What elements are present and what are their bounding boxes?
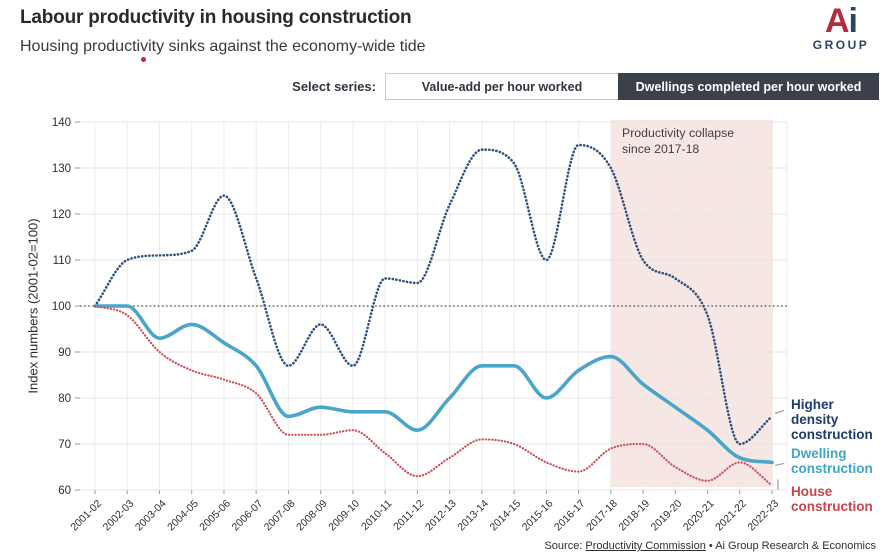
x-tick-label: 2018-19: [616, 498, 652, 534]
y-tick-label: 80: [58, 393, 71, 405]
y-tick-label: 110: [53, 255, 71, 267]
x-tick-label: 2021-22: [713, 498, 749, 534]
annotation-text: since 2017-18: [622, 142, 699, 156]
y-tick-label: 70: [58, 439, 71, 451]
x-tick-label: 2003-04: [133, 498, 169, 534]
cursor-dot: [141, 57, 146, 62]
x-tick-label: 2012-13: [423, 498, 459, 534]
x-tick-label: 2019-20: [649, 498, 685, 534]
x-tick-label: 2011-12: [391, 498, 426, 533]
y-tick-label: 130: [52, 163, 71, 175]
page-subtitle: Housing productivity sinks against the e…: [20, 38, 426, 55]
x-tick-label: 2002-03: [101, 498, 137, 534]
x-tick-label: 2010-11: [359, 498, 394, 533]
legend-connector-dwelling: [774, 462, 785, 466]
page-title: Labour productivity in housing construct…: [20, 7, 412, 28]
x-tick-label: 2001-02: [68, 498, 104, 534]
x-tick-label: 2006-07: [230, 498, 266, 534]
y-tick-label: 140: [52, 117, 71, 129]
source-separator: •: [705, 540, 716, 552]
x-tick-label: 2007-08: [262, 498, 298, 534]
aigroup-logo: Ai GROUP: [806, 4, 876, 51]
x-tick-label: 2005-06: [197, 498, 233, 534]
aigroup-logo-ai: Ai: [806, 4, 876, 38]
y-tick-label: 120: [52, 209, 71, 221]
select-series-label: Select series:: [292, 79, 376, 94]
series-selector: Select series: Value-add per hour worked…: [292, 73, 879, 100]
shaded-region: [610, 120, 773, 487]
x-tick-label: 2020-21: [681, 498, 717, 534]
x-tick-label: 2015-16: [520, 498, 556, 534]
y-axis-title: Index numbers (2001-02=100): [25, 218, 41, 394]
source-rest: Ai Group Research & Economics: [715, 540, 876, 552]
legend-item-line: construction: [791, 427, 873, 442]
series-line-house-construction: [93, 304, 774, 487]
legend-item-dwelling: Dwelling construction: [791, 446, 873, 476]
logo-letter-i: i: [848, 2, 859, 40]
legend-connector-higher-density: [774, 409, 785, 414]
series-line-dwelling-construction: [93, 304, 774, 465]
y-tick-label: 100: [52, 301, 71, 313]
series-line-higher-density-construction: [93, 143, 774, 446]
series-option-value-add-button[interactable]: Value-add per hour worked: [385, 73, 618, 100]
legend-item-line: construction: [791, 461, 873, 476]
y-tick-label: 60: [58, 485, 71, 497]
x-tick-label: 2013-14: [455, 498, 491, 534]
y-tick-label: 90: [58, 347, 71, 359]
legend-item-higher-density: Higher density construction: [791, 397, 873, 442]
legend-item-line: density: [791, 412, 839, 427]
x-tick-label: 2008-09: [294, 498, 330, 534]
source-prefix: Source:: [544, 540, 586, 552]
annotation-text: Productivity collapse: [622, 126, 734, 140]
legend-item-line: Higher: [791, 397, 834, 412]
logo-letter-a: A: [824, 2, 850, 40]
legend-item-line: House: [791, 484, 833, 499]
x-tick-label: 2004-05: [165, 498, 201, 534]
x-tick-label: 2022-23: [745, 498, 781, 534]
legend-item-house: House construction: [791, 484, 873, 514]
aigroup-logo-group: GROUP: [812, 38, 870, 52]
x-tick-label: 2014-15: [487, 498, 523, 534]
x-tick-label: 2017-18: [584, 498, 620, 534]
line-chart: 2001-022002-032003-042004-052005-062006-…: [52, 117, 788, 534]
x-tick-label: 2009-10: [326, 498, 362, 534]
source-text: Source: Productivity Commission • Ai Gro…: [544, 540, 876, 552]
legend-item-line: Dwelling: [791, 446, 847, 461]
source-link[interactable]: Productivity Commission: [585, 540, 706, 552]
legend-item-line: construction: [791, 499, 873, 514]
series-option-dwellings-button[interactable]: Dwellings completed per hour worked: [618, 73, 879, 100]
x-tick-label: 2016-17: [552, 498, 588, 534]
